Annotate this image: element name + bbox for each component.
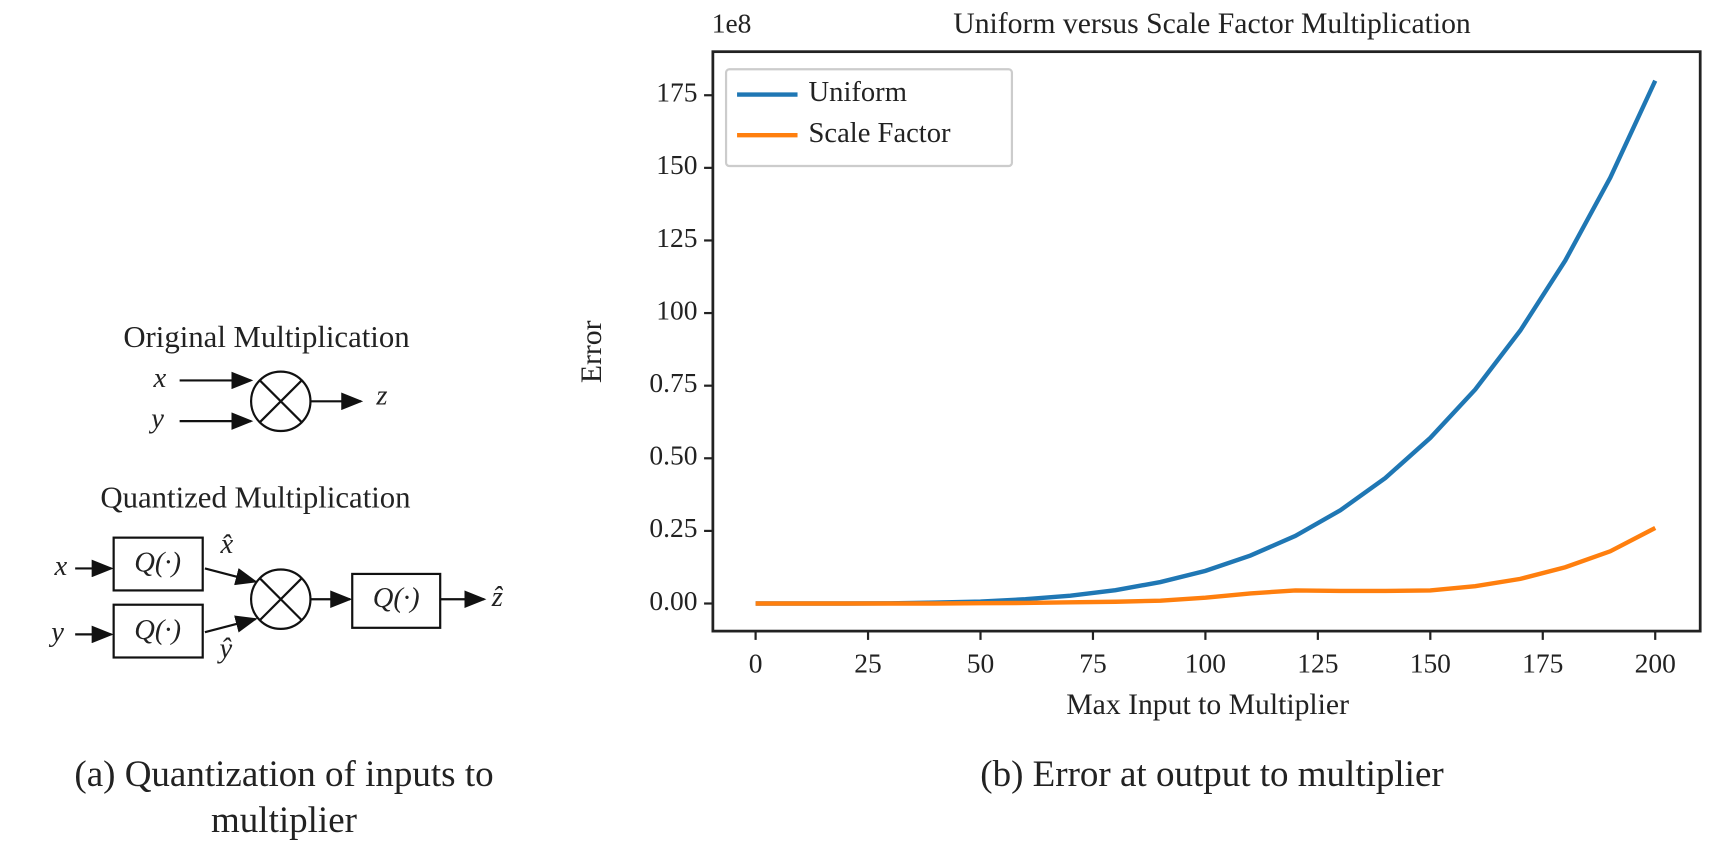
quantizer-label: Q(·) <box>373 583 420 614</box>
caption: (b) Error at output to multiplier <box>980 754 1444 795</box>
y-axis-label: Error <box>576 320 608 383</box>
y-tick-label: 0.25 <box>649 513 697 543</box>
arrow <box>204 567 258 586</box>
series-line <box>755 526 1657 606</box>
x-tick-label: 175 <box>1522 649 1563 679</box>
plot: 0.00 0.25 0.50 0.75 100 125 150 175 0 25 50 75 100 12… <box>649 50 1702 679</box>
y-offset-label: 1e8 <box>712 9 752 39</box>
axes-frame <box>711 50 1702 633</box>
output-label: z <box>375 381 387 412</box>
x-tick-label: 100 <box>1185 649 1226 679</box>
cross <box>259 577 303 621</box>
y-tick-label: 0.50 <box>649 441 697 471</box>
quantizer-box <box>112 603 204 659</box>
y-tick-label: 125 <box>656 223 697 253</box>
caption: (a) Quantization of inputs to multiplier <box>74 754 494 841</box>
y-tick-label: 100 <box>656 295 697 325</box>
cross <box>259 379 303 423</box>
input-label: x <box>54 551 68 582</box>
quantized-label: x̂ <box>220 529 234 560</box>
diagram <box>75 370 487 659</box>
legend-label: Uniform <box>809 77 907 108</box>
chart-title: Uniform versus Scale Factor Multiplicati… <box>953 8 1471 40</box>
y-tick-label: 0.00 <box>649 586 697 616</box>
y-tick-label: 175 <box>656 78 697 108</box>
x-tick-label: 0 <box>749 649 763 679</box>
quantizer-box <box>112 536 204 592</box>
quantizer-box <box>351 572 442 629</box>
input-label: x <box>152 363 166 394</box>
output-label: ẑ <box>491 582 504 613</box>
quantizer-label: Q(·) <box>134 548 181 579</box>
y-tick-label: 150 <box>656 150 697 180</box>
arrow <box>204 615 258 634</box>
x-tick-label: 150 <box>1410 649 1451 679</box>
x-tick-label: 125 <box>1297 649 1338 679</box>
x-tick-label: 200 <box>1635 649 1676 679</box>
x-tick-label: 75 <box>1079 649 1106 679</box>
x-tick-label: 25 <box>854 649 881 679</box>
x-axis-label: Max Input to Multiplier <box>1066 689 1349 721</box>
quantizer-label: Q(·) <box>134 615 181 646</box>
y-tick-label: 0.75 <box>649 368 697 398</box>
diagram-title: Quantized Multiplication <box>100 480 410 514</box>
input-label: y <box>48 617 64 648</box>
x-tick-label: 50 <box>967 649 994 679</box>
input-label: y <box>148 404 164 435</box>
legend-label: Scale Factor <box>809 118 952 149</box>
quantized-label: ŷ <box>216 633 232 664</box>
diagram-title: Original Multiplication <box>123 320 409 354</box>
